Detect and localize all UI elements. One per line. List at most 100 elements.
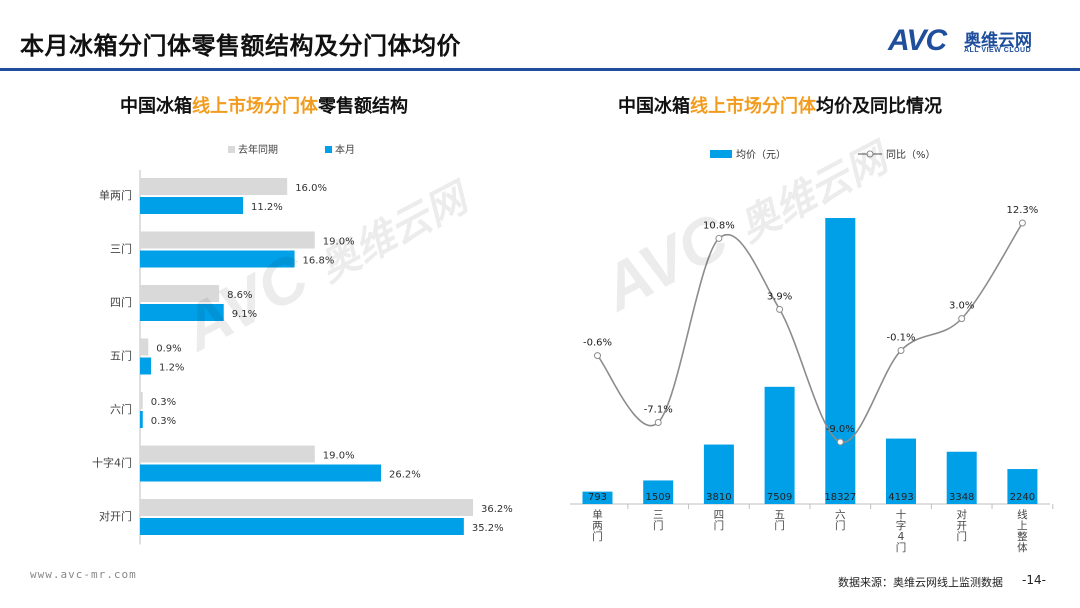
category-label: 六 xyxy=(835,509,846,521)
bar-avg-price xyxy=(886,438,916,504)
data-label: 36.2% xyxy=(481,504,513,515)
category-label: 四 xyxy=(714,509,725,521)
page-title: 本月冰箱分门体零售额结构及分门体均价 xyxy=(20,32,461,60)
logo-name-en: ALL VIEW CLOUD xyxy=(964,47,1032,54)
bar-this-month xyxy=(140,197,244,214)
category-label: 门 xyxy=(896,541,907,554)
bar-value-label: 3810 xyxy=(706,492,731,503)
legend-label: 同比（%） xyxy=(886,149,936,161)
avc-logo: AVC 奥维云网 ALL VIEW CLOUD xyxy=(888,24,1058,60)
category-label: 整 xyxy=(1017,530,1028,543)
data-label: 19.0% xyxy=(323,237,355,248)
data-label: 19.0% xyxy=(323,451,355,462)
yoy-label: 10.8% xyxy=(703,220,735,231)
yoy-marker xyxy=(958,315,966,323)
yoy-label: 3.0% xyxy=(949,301,974,312)
data-label: 9.1% xyxy=(232,309,257,320)
bar-avg-price xyxy=(643,480,674,504)
bar-avg-price xyxy=(582,491,613,504)
bar-last-year xyxy=(140,338,149,356)
yoy-label: 3.9% xyxy=(767,291,792,302)
category-label: 对 xyxy=(956,508,967,521)
category-label: 门 xyxy=(956,530,967,543)
page-number: -14- xyxy=(1022,573,1046,587)
category-label: 开 xyxy=(956,520,967,532)
legend-label: 均价（元） xyxy=(736,149,786,161)
category-label: 门 xyxy=(774,519,785,532)
yoy-label: -0.6% xyxy=(583,338,612,349)
bar-this-month xyxy=(140,464,382,482)
data-label: 35.2% xyxy=(472,523,504,534)
bar-last-year xyxy=(140,392,143,409)
bar-this-month xyxy=(140,357,152,375)
right-chart-title: 中国冰箱线上市场分门体均价及同比情况 xyxy=(618,96,942,117)
bar-value-label: 4193 xyxy=(888,492,913,503)
bar-last-year xyxy=(140,178,288,195)
bar-this-month xyxy=(140,411,143,428)
bar-value-label: 7509 xyxy=(767,492,792,503)
left-chart-title: 中国冰箱线上市场分门体零售额结构 xyxy=(120,96,408,117)
category-label: 上 xyxy=(1017,520,1028,532)
category-label: 四门 xyxy=(110,295,132,309)
category-label: 单两门 xyxy=(99,188,132,202)
category-label: 门 xyxy=(835,519,846,532)
data-label: 0.9% xyxy=(156,344,181,355)
data-label: 16.8% xyxy=(303,256,335,267)
category-label: 线 xyxy=(1017,508,1028,521)
yoy-marker xyxy=(897,346,905,354)
category-label: 三 xyxy=(653,509,664,521)
yoy-marker xyxy=(715,234,723,242)
data-label: 8.6% xyxy=(227,290,252,301)
data-label: 11.2% xyxy=(251,202,283,213)
data-source: 数据来源：奥维云网线上监测数据 xyxy=(838,576,1003,589)
category-label: 五门 xyxy=(110,349,132,363)
bar-value-label: 18327 xyxy=(824,492,856,503)
yoy-line xyxy=(596,222,1024,443)
category-label: 字 xyxy=(896,519,907,532)
logo-mark: AVC xyxy=(888,24,947,57)
category-label: 门 xyxy=(714,519,725,532)
bar-last-year xyxy=(140,445,315,463)
legend-label: 本月 xyxy=(335,143,355,156)
category-label: 六门 xyxy=(110,402,132,416)
data-label: 26.2% xyxy=(389,470,421,481)
bar-last-year xyxy=(140,285,220,302)
data-label: 1.2% xyxy=(159,363,184,374)
category-label: 门 xyxy=(592,530,603,543)
bar-this-month xyxy=(140,304,224,321)
category-label: 门 xyxy=(653,519,664,532)
bar-value-label: 2240 xyxy=(1010,492,1035,503)
category-label: 十字4门 xyxy=(92,456,132,470)
data-label: 0.3% xyxy=(151,397,176,408)
legend-swatch xyxy=(228,146,235,153)
bar-value-label: 3348 xyxy=(949,492,974,503)
bar-this-month xyxy=(140,518,464,535)
header-divider xyxy=(0,68,1080,71)
category-label: 对开门 xyxy=(99,509,132,523)
bar-avg-price xyxy=(946,451,977,504)
legend-swatch-marker xyxy=(866,150,874,158)
category-label: 十 xyxy=(896,508,907,521)
yoy-label: -0.1% xyxy=(886,332,915,343)
data-label: 0.3% xyxy=(151,416,176,427)
category-label: 单 xyxy=(592,509,603,521)
bar-last-year xyxy=(140,231,315,249)
category-label: 4 xyxy=(898,531,905,543)
avg-price-yoy-chart: 均价（元） 同比（%）793单两门1509三门3810四门7509五门18327六… xyxy=(570,149,1054,554)
legend-label: 去年同期 xyxy=(238,143,278,156)
bar-last-year xyxy=(140,499,474,516)
legend-swatch xyxy=(325,146,332,153)
bar-value-label: 793 xyxy=(588,492,607,503)
yoy-marker xyxy=(594,352,601,360)
bar-avg-price xyxy=(825,218,856,504)
yoy-marker xyxy=(776,305,784,313)
logo-name-cn: 奥维云网 xyxy=(964,31,1032,51)
yoy-label: 12.3% xyxy=(1007,205,1039,216)
data-label: 16.0% xyxy=(295,183,327,194)
category-label: 三门 xyxy=(110,242,132,256)
category-label: 五 xyxy=(774,509,785,521)
yoy-marker xyxy=(836,438,844,446)
category-label: 两 xyxy=(592,520,603,532)
bar-value-label: 1509 xyxy=(645,492,670,503)
legend-swatch-bar xyxy=(710,150,732,158)
